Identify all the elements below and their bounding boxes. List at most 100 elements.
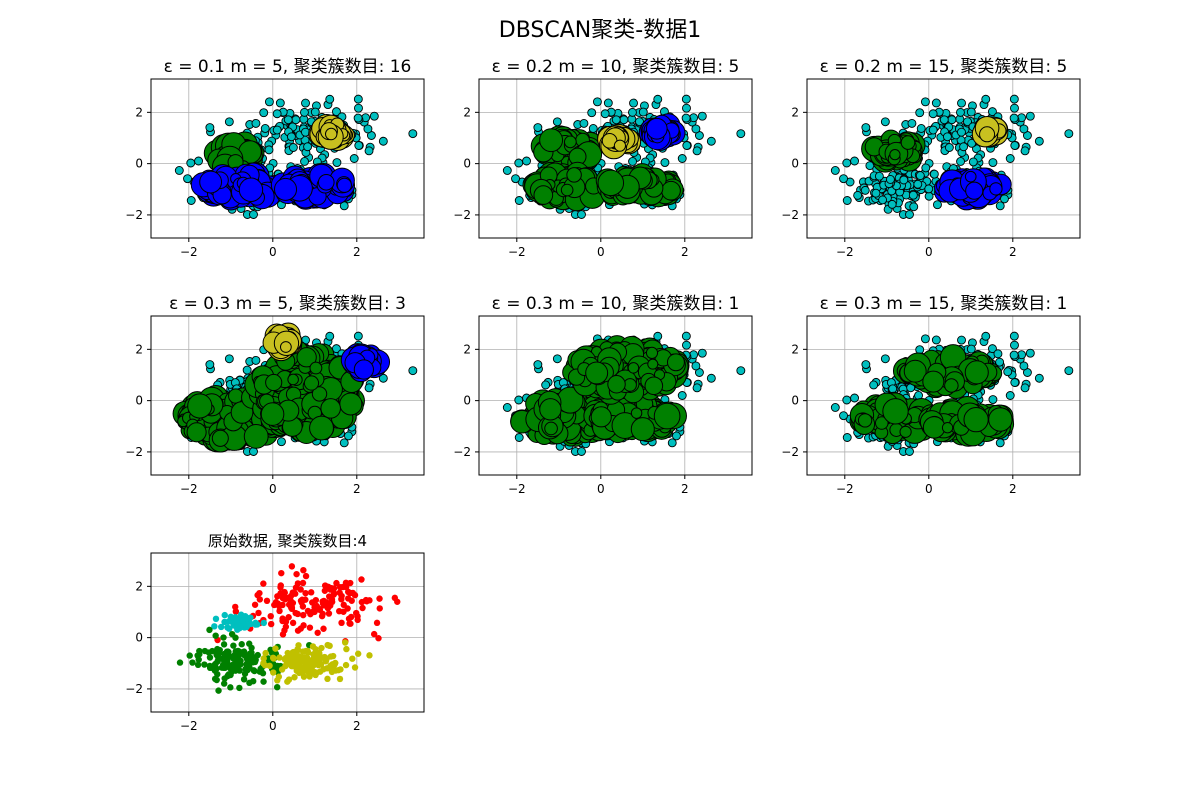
y-tick-label: 0 [791, 394, 799, 408]
y-tick-label: 0 [135, 394, 143, 408]
noise-point [303, 142, 313, 152]
cluster-point [211, 429, 229, 447]
noise-point [577, 447, 586, 456]
cluster-point [661, 180, 681, 201]
noise-point [899, 175, 909, 185]
subplot-title: ε = 0.3 m = 5, 聚类簇数目: 3 [169, 294, 406, 314]
cluster-point [630, 417, 655, 442]
data-point [338, 595, 345, 603]
noise-point [1010, 378, 1020, 387]
noise-point [682, 340, 691, 350]
noise-point [905, 447, 914, 456]
cluster-point [922, 370, 945, 393]
noise-point [354, 141, 364, 150]
x-tick-label: 0 [269, 482, 277, 496]
noise-point [869, 380, 879, 390]
noise-point [588, 124, 598, 133]
cluster-point [296, 347, 317, 368]
points-layer [830, 331, 1074, 456]
noise-point [592, 97, 602, 107]
cluster-point [899, 425, 912, 438]
noise-point [697, 111, 707, 121]
noise-point [947, 115, 957, 125]
noise-point [603, 98, 613, 108]
noise-point [916, 124, 926, 133]
noise-point [1064, 129, 1074, 139]
noise-point [353, 94, 363, 104]
data-point [328, 598, 336, 606]
x-tick-label: 2 [1009, 245, 1017, 259]
subplot-6: ε = 0.3 m = 15, 聚类簇数目: 1−2 0 2−202 [781, 294, 1081, 496]
subplot-7: 原始数据, 聚类簇数目:4−2 0 2−202 [125, 532, 425, 733]
noise-point [378, 136, 388, 146]
noise-point [1019, 124, 1029, 134]
noise-point [339, 438, 349, 448]
data-point [349, 589, 357, 597]
cluster-point [874, 416, 889, 430]
data-point [263, 597, 271, 605]
subplot-title: ε = 0.2 m = 10, 聚类簇数目: 5 [492, 57, 740, 77]
noise-point [408, 129, 418, 139]
cluster-point [585, 361, 609, 385]
cluster-point [644, 376, 664, 396]
x-tick-label: 0 [925, 482, 933, 496]
noise-point [354, 103, 363, 113]
cluster-point [228, 388, 244, 404]
data-point [267, 612, 274, 620]
noise-point [861, 123, 871, 132]
noise-point [283, 115, 293, 125]
x-tick-label: 2 [353, 482, 361, 496]
data-point [307, 610, 314, 618]
noise-point [909, 202, 919, 212]
noise-point [349, 154, 359, 163]
cluster-point [353, 359, 374, 380]
cluster-point [199, 170, 223, 194]
noise-point [514, 433, 524, 442]
noise-point [1020, 383, 1030, 393]
noise-point [956, 157, 966, 166]
y-tick-label: 2 [463, 105, 471, 119]
cluster-point [339, 392, 363, 416]
noise-point [194, 156, 204, 166]
figure-suptitle: DBSCAN聚类-数据1 [499, 18, 701, 43]
noise-point [653, 94, 663, 104]
cluster-point [279, 341, 292, 353]
cluster-point [922, 416, 946, 439]
noise-point [577, 210, 586, 219]
noise-point [905, 210, 914, 219]
noise-point [888, 384, 898, 394]
noise-point [533, 123, 543, 132]
noise-point [224, 354, 234, 364]
cluster-point [647, 358, 659, 370]
noise-point [931, 335, 941, 345]
data-point [375, 635, 382, 642]
cluster-point [533, 185, 554, 205]
cluster-point [539, 128, 564, 153]
cluster-point [607, 375, 626, 394]
data-point [297, 597, 305, 604]
noise-point [915, 108, 925, 118]
noise-point [915, 171, 925, 181]
noise-point [995, 357, 1005, 367]
noise-point [706, 136, 716, 146]
cluster-point [613, 139, 626, 152]
data-point [276, 607, 283, 615]
data-point [260, 580, 267, 587]
noise-point [514, 196, 524, 205]
noise-point [514, 158, 524, 168]
noise-point [1025, 348, 1035, 358]
data-point [287, 592, 295, 600]
noise-point [871, 188, 881, 198]
data-point [299, 579, 307, 587]
cluster-point [645, 346, 659, 359]
cluster-point [274, 177, 298, 201]
noise-point [842, 433, 852, 442]
cluster-point [186, 422, 207, 443]
axes-frame [478, 315, 753, 476]
noise-point [364, 146, 374, 156]
noise-point [988, 158, 998, 167]
data-point [300, 566, 307, 574]
cluster-point [238, 177, 264, 202]
y-tick-label: −2 [125, 445, 143, 459]
noise-point [653, 331, 663, 341]
